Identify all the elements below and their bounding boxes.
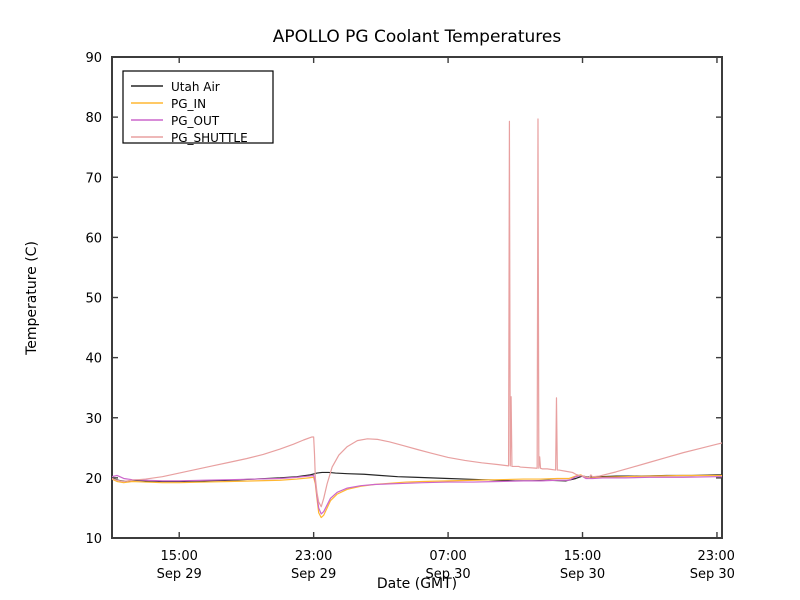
legend-box bbox=[122, 70, 274, 144]
series-line-pg-shuttle bbox=[112, 118, 722, 508]
legend-label-pg-out: PG_OUT bbox=[171, 114, 220, 128]
x-tick-label-date: Sep 29 bbox=[157, 567, 202, 582]
series-line-pg-out bbox=[112, 474, 722, 515]
y-tick-label: 10 bbox=[85, 532, 102, 547]
y-tick-label: 90 bbox=[85, 51, 102, 66]
y-axis-ticks: 10 20 30 40 50 60 70 80 90 bbox=[85, 51, 722, 547]
x-tick-label-time: 15:00 bbox=[564, 549, 601, 564]
legend-label-utah-air: Utah Air bbox=[171, 80, 220, 94]
x-axis-label: Date (GMT) bbox=[377, 576, 457, 592]
legend: Utah Air PG_IN PG_OUT PG_SHUTTLE bbox=[122, 70, 274, 145]
chart-title: APOLLO PG Coolant Temperatures bbox=[273, 27, 562, 47]
y-tick-label: 20 bbox=[85, 472, 102, 487]
y-tick-label: 40 bbox=[85, 352, 102, 367]
legend-label-pg-shuttle: PG_SHUTTLE bbox=[171, 131, 248, 145]
x-tick-label-time: 15:00 bbox=[160, 549, 197, 564]
x-tick-label-time: 23:00 bbox=[295, 549, 332, 564]
y-tick-label: 60 bbox=[85, 231, 102, 246]
y-tick-label: 80 bbox=[85, 111, 102, 126]
data-series-group bbox=[112, 118, 722, 519]
y-tick-label: 50 bbox=[85, 292, 102, 307]
x-tick-label-date: Sep 29 bbox=[291, 567, 336, 582]
x-tick-label-date: Sep 30 bbox=[560, 567, 605, 582]
x-axis-ticks: 15:00 Sep 29 23:00 Sep 29 07:00 Sep 30 15:00 Se… bbox=[157, 57, 735, 582]
y-axis-label: Temperature (C) bbox=[24, 241, 40, 356]
y-tick-label: 70 bbox=[85, 171, 102, 186]
y-tick-label: 30 bbox=[85, 412, 102, 427]
x-tick-label-date: Sep 30 bbox=[425, 567, 470, 582]
legend-label-pg-in: PG_IN bbox=[171, 97, 206, 111]
x-tick-label-time: 07:00 bbox=[429, 549, 466, 564]
x-tick-label-date: Sep 30 bbox=[690, 567, 735, 582]
x-tick-label-time: 23:00 bbox=[697, 549, 734, 564]
